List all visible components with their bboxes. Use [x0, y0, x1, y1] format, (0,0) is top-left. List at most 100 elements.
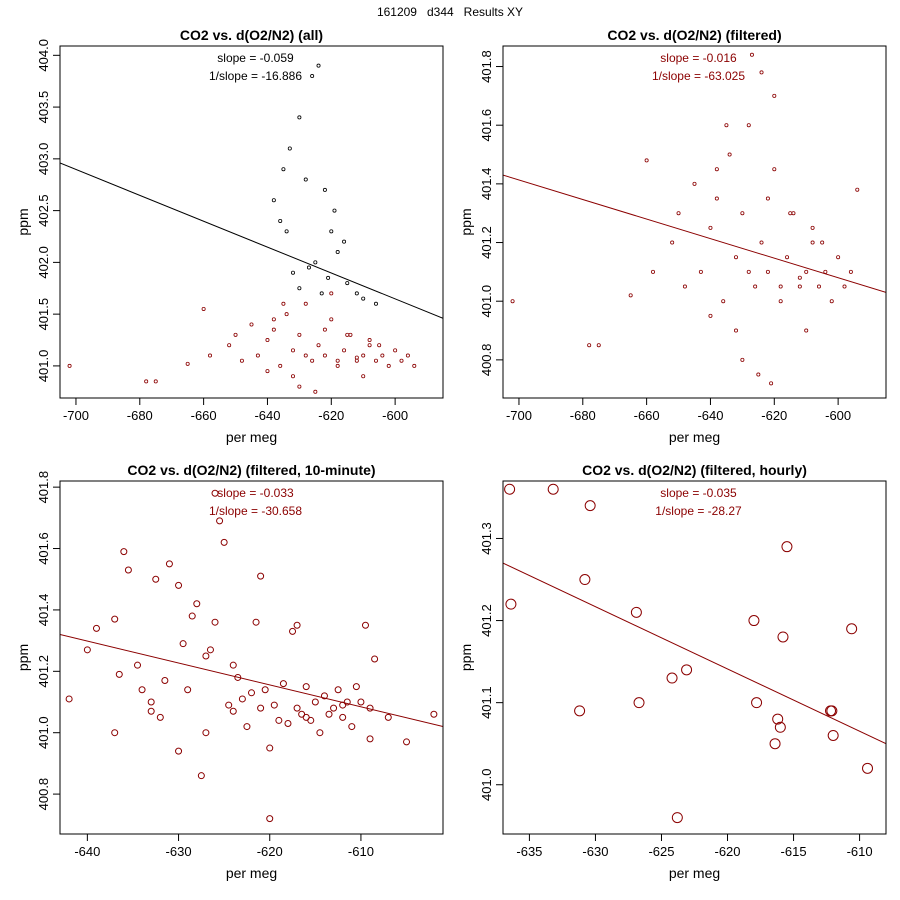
data-point — [211, 618, 219, 626]
data-point — [255, 353, 260, 358]
x-axis-label: per meg — [226, 865, 277, 881]
data-point — [749, 52, 754, 57]
data-point — [310, 74, 315, 79]
y-axis-label: ppm — [458, 644, 474, 671]
data-point — [342, 239, 347, 244]
data-point — [325, 710, 333, 718]
data-point — [785, 255, 790, 260]
data-point — [329, 291, 334, 296]
data-point — [753, 284, 758, 289]
slope-annotation: slope = -0.059 — [217, 51, 294, 65]
data-point — [322, 187, 327, 192]
x-tick-label: -640 — [254, 408, 280, 423]
data-point — [249, 322, 254, 327]
regression-line — [503, 174, 886, 293]
data-point — [290, 348, 295, 353]
data-point — [330, 704, 338, 712]
data-point — [759, 240, 764, 245]
data-point — [270, 701, 278, 709]
x-tick-label: -680 — [570, 408, 596, 423]
data-point — [257, 704, 265, 712]
data-point — [348, 332, 353, 337]
chart-filtered: CO2 vs. d(O2/N2) (filtered) slope = -0.01… — [458, 27, 887, 445]
data-points — [504, 483, 874, 824]
data-point — [335, 250, 340, 255]
data-point — [197, 772, 205, 780]
data-point — [147, 698, 155, 706]
x-tick-label: -600 — [382, 408, 408, 423]
data-point — [829, 299, 834, 304]
chart-title: CO2 vs. d(O2/N2) (filtered, 10-minute) — [127, 462, 375, 478]
y-tick-label: 403.0 — [36, 143, 51, 176]
data-point — [740, 211, 745, 216]
data-point — [202, 729, 210, 737]
data-point — [311, 698, 319, 706]
data-point — [293, 704, 301, 712]
data-point — [547, 483, 559, 495]
data-point — [405, 353, 410, 358]
data-point — [740, 357, 745, 362]
data-point — [206, 646, 214, 654]
data-point — [367, 338, 372, 343]
data-point — [772, 167, 777, 172]
data-point — [756, 372, 761, 377]
data-point — [339, 713, 347, 721]
x-tick-label: -610 — [847, 844, 873, 859]
y-tick-label: 401.2 — [36, 655, 51, 688]
data-point — [220, 538, 228, 546]
data-point — [377, 343, 382, 348]
data-point — [836, 255, 841, 260]
data-point — [239, 358, 244, 363]
data-point — [227, 343, 232, 348]
data-point — [83, 646, 91, 654]
data-point — [574, 705, 586, 717]
data-point — [399, 358, 404, 363]
y-tick-label: 402.0 — [36, 246, 51, 279]
data-point — [810, 240, 815, 245]
data-point — [115, 670, 123, 678]
data-point — [596, 343, 601, 348]
data-point — [266, 815, 274, 823]
data-point — [345, 332, 350, 337]
data-point — [862, 762, 874, 774]
data-point — [67, 363, 72, 368]
regression-line — [60, 162, 443, 319]
data-point — [746, 269, 751, 274]
x-tick-label: -620 — [318, 408, 344, 423]
y-tick-label: 401.2 — [479, 226, 494, 259]
data-point — [354, 291, 359, 296]
data-point — [371, 655, 379, 663]
x-tick-label: -615 — [781, 844, 807, 859]
data-point — [65, 695, 73, 703]
data-point — [334, 686, 342, 694]
data-point — [179, 640, 187, 648]
data-point — [111, 615, 119, 623]
data-point — [810, 225, 815, 230]
data-point — [765, 196, 770, 201]
data-point — [289, 627, 297, 635]
data-point — [243, 723, 251, 731]
data-point — [708, 225, 713, 230]
page-title: 161209 d344 Results XY — [376, 5, 524, 19]
data-point — [229, 707, 237, 715]
y-tick-label: 401.6 — [479, 109, 494, 142]
data-point — [335, 358, 340, 363]
data-point — [225, 701, 233, 709]
data-point — [361, 353, 366, 358]
x-tick-label: -620 — [257, 844, 283, 859]
x-tick-label: -640 — [697, 408, 723, 423]
data-point — [257, 572, 265, 580]
x-axis-label: per meg — [669, 429, 720, 445]
data-point — [373, 301, 378, 306]
data-point — [193, 600, 201, 608]
data-point — [302, 683, 310, 691]
y-tick-label: 403.5 — [36, 91, 51, 124]
data-point — [361, 296, 366, 301]
data-point — [714, 196, 719, 201]
data-point — [297, 384, 302, 389]
data-point — [348, 723, 356, 731]
data-point — [290, 374, 295, 379]
data-point — [320, 692, 328, 700]
x-tick-label: -700 — [63, 408, 89, 423]
y-tick-label: 404.0 — [36, 39, 51, 72]
